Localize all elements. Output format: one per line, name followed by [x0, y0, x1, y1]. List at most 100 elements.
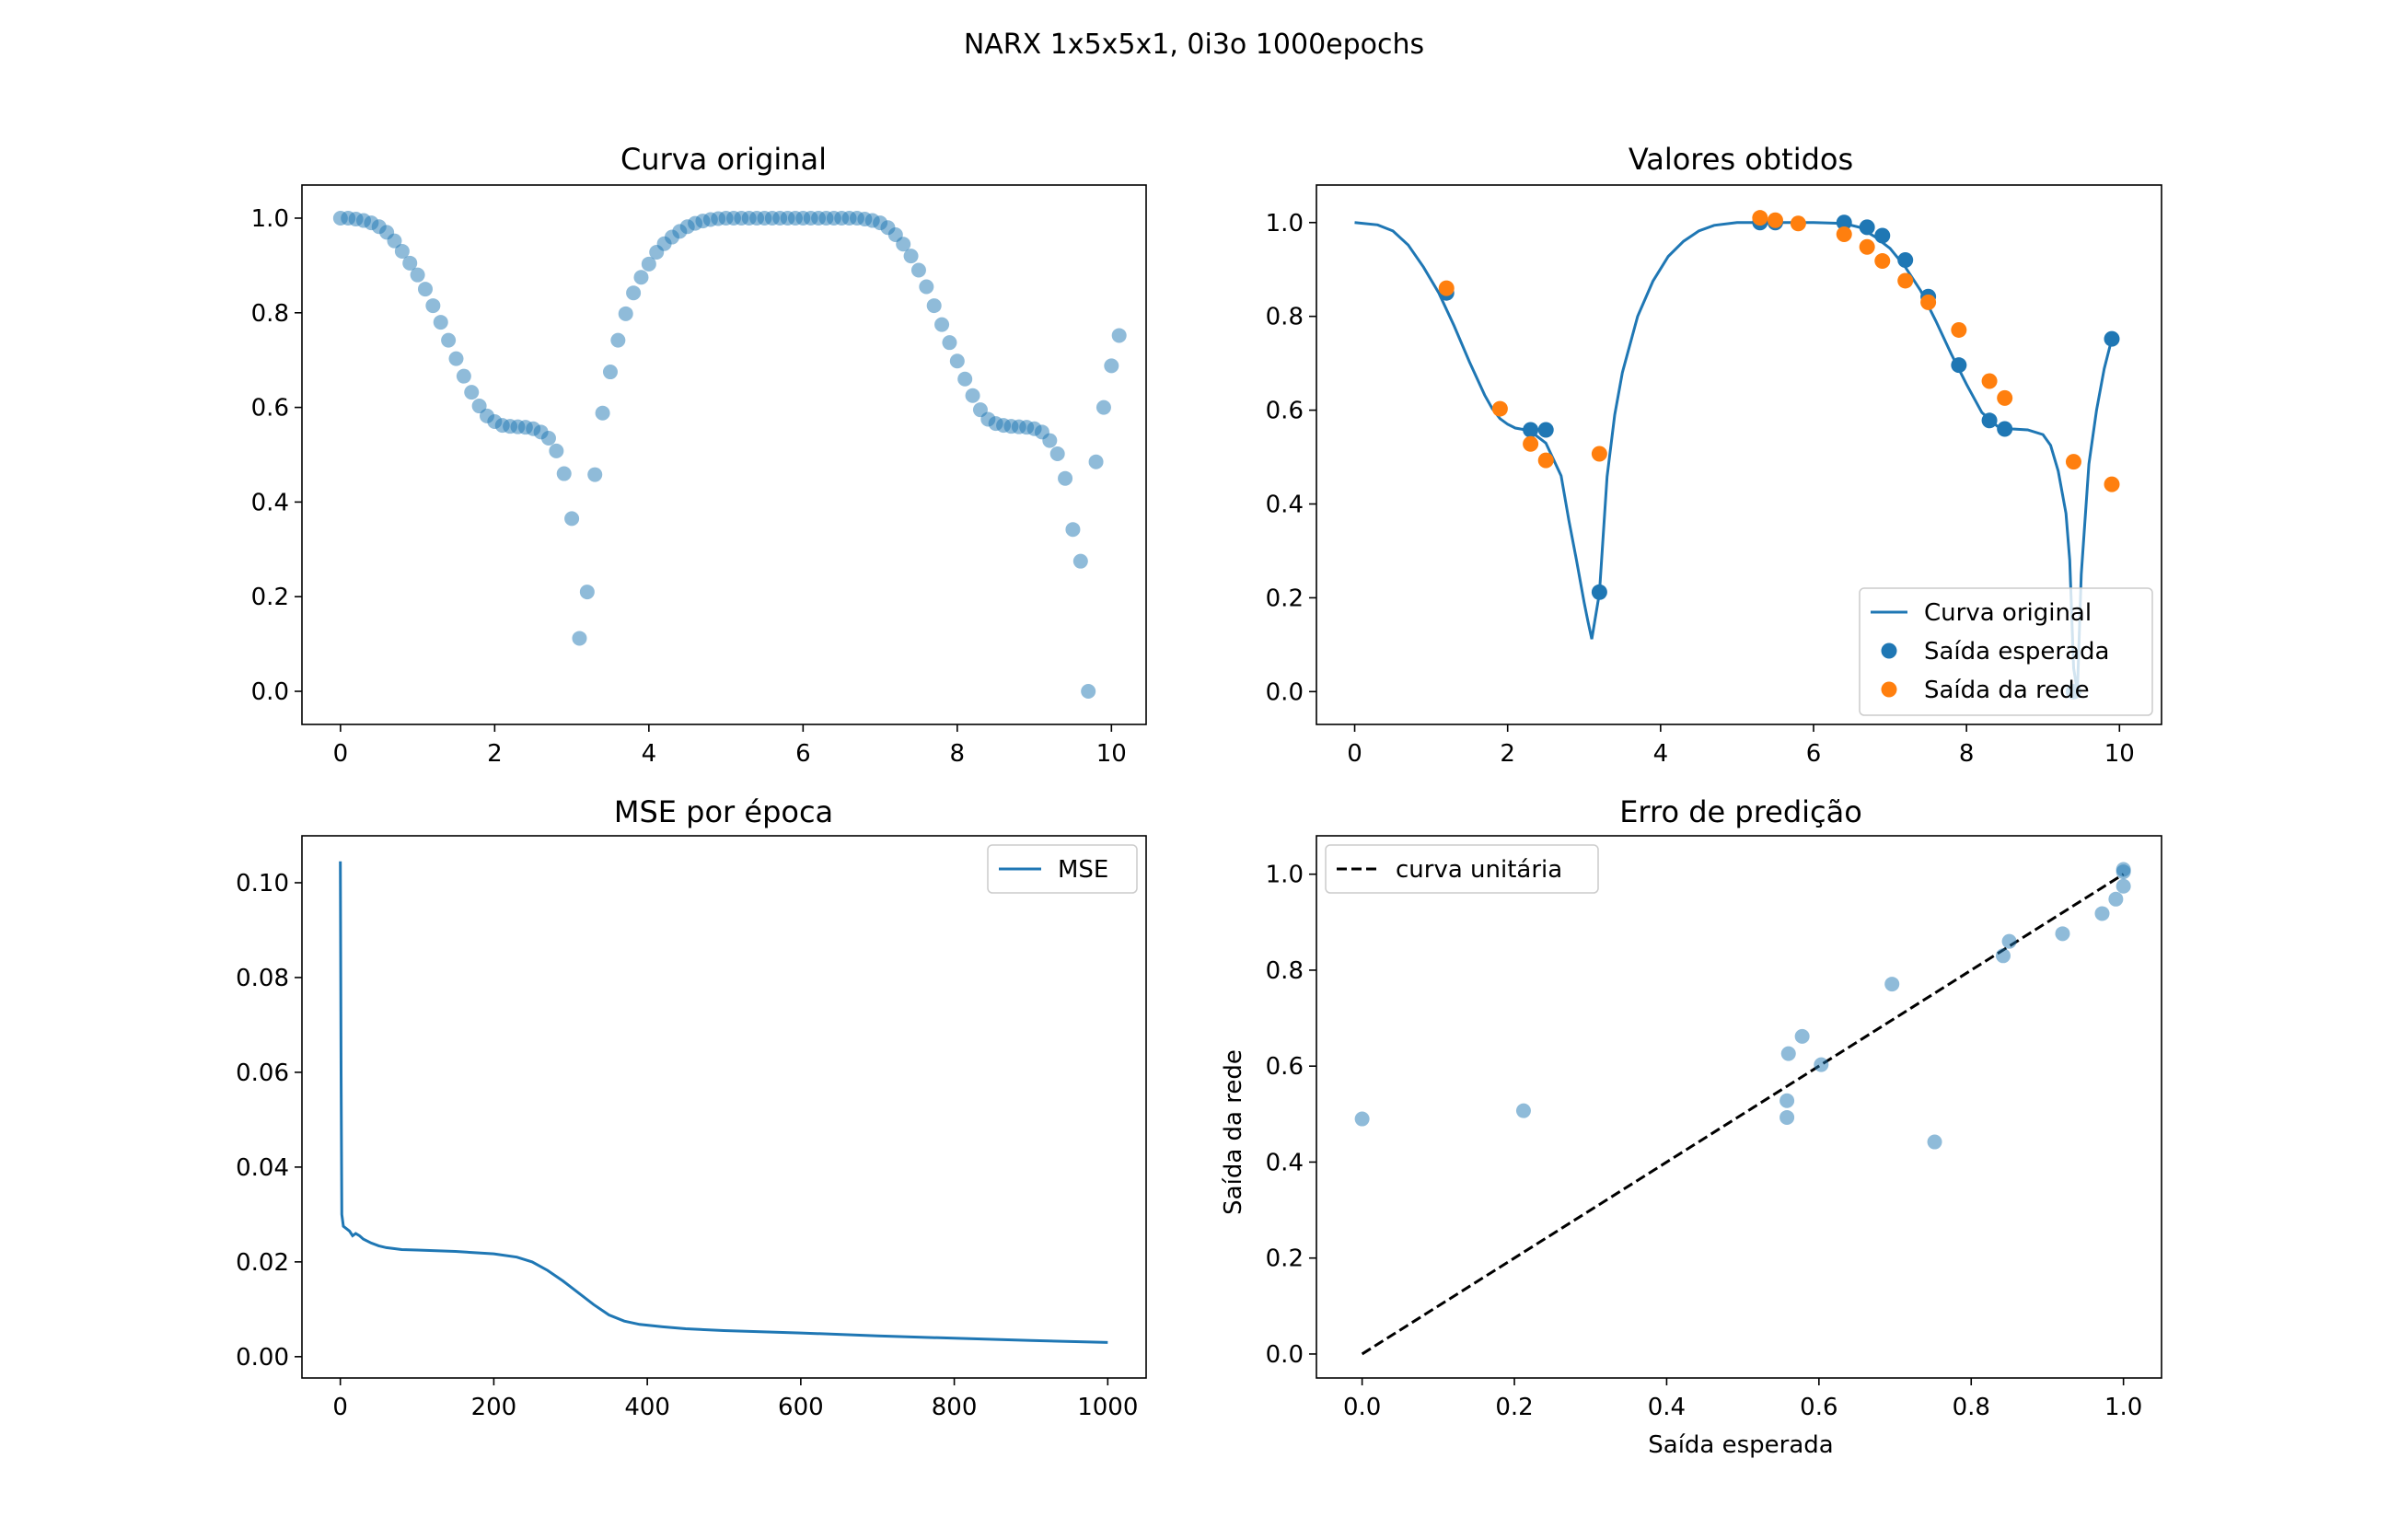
data-point-saida-esperada: [1537, 422, 1554, 438]
y-tick-label: 1.0: [1266, 862, 1304, 889]
axes-frame: [301, 835, 1147, 1379]
data-point: [602, 365, 618, 380]
data-point-saida-da-rede: [1767, 212, 1783, 228]
data-point-saida-da-rede: [1859, 238, 1875, 255]
data-point: [618, 306, 633, 321]
plot-area: [339, 861, 1108, 1344]
x-tick-label: 0.0: [1343, 1394, 1381, 1421]
y-axis-label: Saída da rede: [1220, 1049, 1247, 1215]
data-point: [1104, 358, 1119, 374]
chart-title: Valores obtidos: [1629, 142, 1853, 177]
data-point-saida-da-rede: [1491, 400, 1508, 417]
y-tick-label: 1.0: [251, 205, 289, 233]
data-point-saida-esperada: [1591, 584, 1607, 600]
axes-frame: [301, 184, 1147, 725]
data-point-saida-da-rede: [1591, 446, 1607, 462]
y-tick-label: 0.0: [1266, 678, 1304, 706]
data-point-saida-esperada: [1859, 219, 1875, 236]
x-tick-label: 10: [2104, 740, 2135, 768]
data-point: [433, 315, 448, 330]
x-tick-label: 0.2: [1495, 1394, 1533, 1421]
data-point: [903, 249, 919, 264]
data-point-saida-esperada: [1981, 412, 1998, 429]
data-point-saida-da-rede: [1997, 389, 2013, 406]
data-point-saida-da-rede: [2104, 476, 2120, 492]
chart-title: Erro de predição: [1619, 794, 1862, 829]
data-point-saida-esperada: [2104, 330, 2120, 347]
data-point: [1780, 1046, 1796, 1061]
y-tick-label: 0.6: [1266, 398, 1304, 425]
data-point: [1088, 454, 1104, 469]
y-tick-label: 0.04: [236, 1154, 289, 1182]
data-point: [942, 335, 957, 351]
x-axis-label: Saída esperada: [1648, 1431, 1833, 1459]
data-point: [934, 317, 950, 332]
data-point-saida-da-rede: [1897, 272, 1914, 289]
x-tick-label: 0: [333, 740, 349, 768]
data-point-saida-da-rede: [1790, 215, 1806, 232]
data-point-saida-da-rede: [1752, 210, 1768, 226]
legend: MSE: [987, 844, 1138, 894]
y-tick-label: 0.0: [1266, 1341, 1304, 1369]
data-point: [556, 466, 572, 481]
data-point-saida-da-rede: [1874, 253, 1891, 270]
data-point-saida-da-rede: [1951, 321, 1967, 338]
chart-valores-obtidos: Valores obtidos 0 2 4 6 8 10 0.0 0.2 0.4 0.6 0.8 1.…: [1266, 142, 2162, 768]
data-point-saida-da-rede: [1438, 280, 1455, 296]
data-point-saida-da-rede: [1836, 226, 1852, 243]
data-point: [633, 270, 649, 285]
data-point: [394, 243, 410, 259]
data-point: [564, 511, 580, 527]
legend-marker-saida-da-rede: [1881, 681, 1897, 698]
legend-box: [987, 844, 1138, 894]
legend-box: [1859, 587, 2153, 716]
data-point: [549, 443, 564, 458]
x-tick-label: 4: [1653, 740, 1669, 768]
plot-area: [1354, 210, 2120, 700]
data-point: [1814, 1057, 1829, 1072]
y-tick-label: 0.2: [251, 584, 289, 611]
y-tick-label: 0.0: [251, 678, 289, 706]
data-point: [957, 371, 973, 387]
data-point: [2055, 926, 2070, 942]
y-tick-label: 0.00: [236, 1344, 289, 1372]
data-point: [1779, 1109, 1795, 1125]
reference-line-curva-unitaria: [1361, 873, 2125, 1356]
data-point: [965, 388, 980, 403]
x-tick-label: 2: [487, 740, 503, 768]
legend-label: MSE: [1058, 856, 1108, 884]
legend-label: Saída da rede: [1924, 677, 2090, 704]
data-point: [1081, 684, 1096, 700]
legend-label: curva unitária: [1396, 856, 1562, 884]
data-point: [1794, 1028, 1810, 1044]
data-point-saida-da-rede: [2065, 454, 2081, 470]
data-point: [1884, 977, 1900, 992]
y-tick-label: 0.4: [1266, 1149, 1304, 1176]
y-tick-label: 0.6: [1266, 1053, 1304, 1081]
legend-marker-saida-esperada: [1881, 643, 1897, 659]
data-point: [1058, 470, 1073, 486]
chart-erro-de-predicao: Erro de predição Saída esperada Saída da…: [1220, 794, 2162, 1459]
y-tick-label: 0.02: [236, 1249, 289, 1277]
data-point-saida-esperada: [1523, 422, 1539, 438]
data-point: [579, 585, 595, 600]
chart-curva-original: Curva original 0 2 4 6 8 10 0.0 0.2 0.4 0.6 0.8 1.0: [251, 142, 1147, 768]
data-point-saida-da-rede: [1920, 294, 1937, 310]
data-point: [1072, 553, 1088, 569]
y-tick-label: 1.0: [1266, 210, 1304, 237]
series-line-curva-original: [1354, 221, 2114, 692]
data-point: [1042, 433, 1058, 448]
data-point: [641, 256, 656, 272]
data-point: [387, 233, 402, 249]
figure-suptitle: NARX 1x5x5x1, 0i3o 1000epochs: [964, 29, 1424, 61]
data-point: [471, 399, 487, 414]
y-tick-label: 0.8: [1266, 304, 1304, 331]
x-tick-label: 600: [778, 1394, 824, 1421]
x-tick-label: 0.6: [1800, 1394, 1837, 1421]
x-tick-label: 0.8: [1953, 1394, 1990, 1421]
axes-frame: [1316, 835, 2162, 1379]
data-point: [1927, 1134, 1942, 1150]
chart-title: MSE por época: [614, 794, 833, 829]
series-line-mse: [339, 861, 1108, 1344]
